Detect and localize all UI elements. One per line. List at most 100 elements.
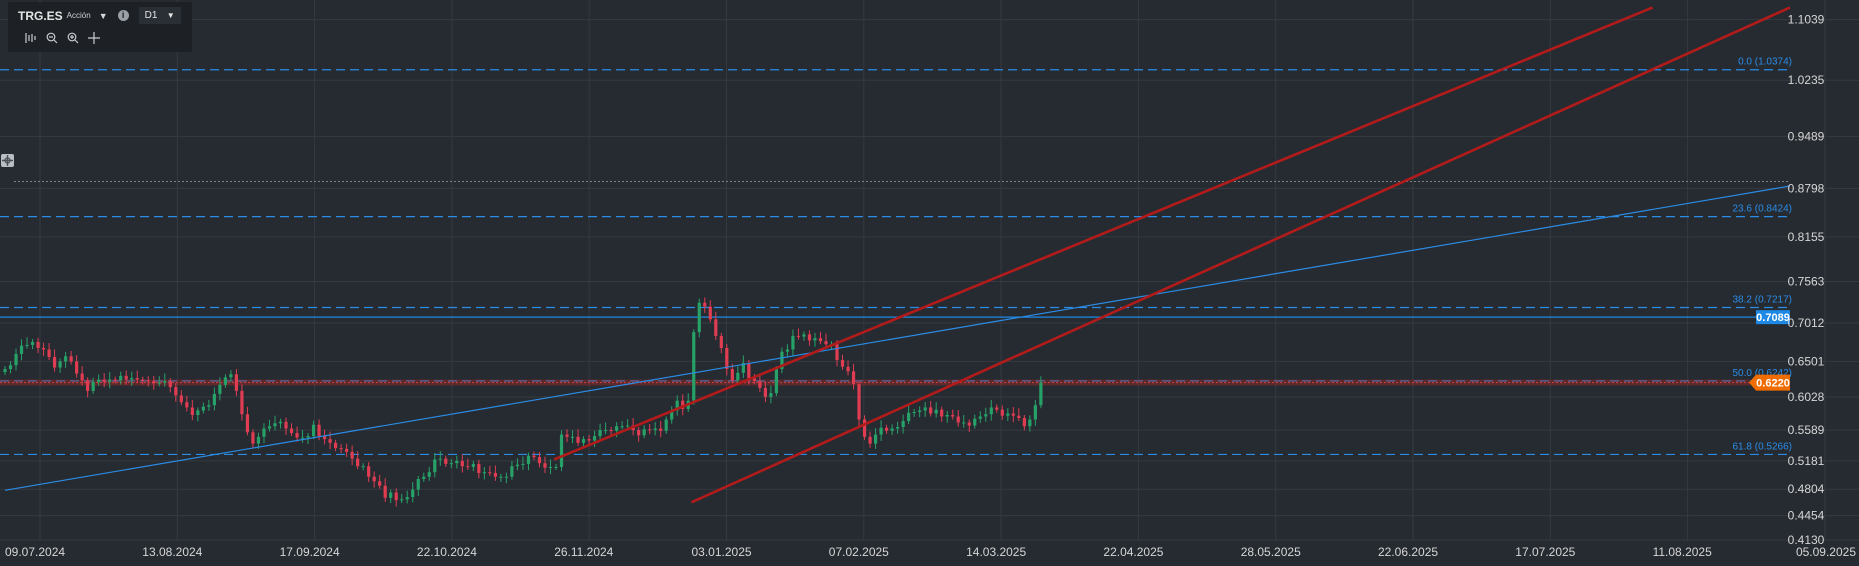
candle-body xyxy=(185,402,189,408)
candle-body xyxy=(609,430,613,432)
bullish-candle xyxy=(934,402,938,418)
candle-body xyxy=(378,481,382,486)
candle-body xyxy=(383,485,387,498)
bearish-candle xyxy=(714,311,718,341)
candle-body xyxy=(510,466,514,477)
x-tick-label: 09.07.2024 xyxy=(5,545,65,559)
bullish-candle xyxy=(521,456,525,470)
zoom-in-icon[interactable] xyxy=(64,30,82,46)
candle-body xyxy=(1000,409,1004,416)
bearish-candle xyxy=(41,342,46,356)
candle-body xyxy=(64,356,68,362)
bullish-candle xyxy=(14,348,18,371)
blue-trend-line xyxy=(4,185,1791,491)
candle-body xyxy=(681,400,685,409)
candle-body xyxy=(289,428,294,434)
current-price-tag xyxy=(1749,374,1790,391)
candle-body xyxy=(146,380,150,382)
candle-body xyxy=(493,472,497,477)
candle-body xyxy=(626,425,630,427)
candle-body xyxy=(548,466,553,468)
bullish-candle xyxy=(130,371,134,386)
x-tick-label: 22.04.2025 xyxy=(1103,545,1163,559)
candle-body xyxy=(1006,413,1010,416)
candle-body xyxy=(201,406,205,411)
candle-body xyxy=(119,375,123,381)
candle-body xyxy=(659,428,663,431)
x-tick-label: 22.06.2025 xyxy=(1378,545,1438,559)
candle-body xyxy=(929,407,933,414)
timeframe-select[interactable]: D1 ▼ xyxy=(138,7,181,24)
candle-body xyxy=(488,472,492,474)
bullish-candle xyxy=(978,411,982,423)
candle-body xyxy=(840,360,845,367)
candle-body xyxy=(995,407,999,410)
bullish-candle xyxy=(873,428,878,449)
trend-lines xyxy=(4,6,1791,504)
candle-body xyxy=(526,455,531,464)
bullish-candle xyxy=(256,432,261,449)
bullish-candle xyxy=(736,366,740,385)
y-tick-label: 0.6501 xyxy=(1788,354,1825,368)
candle-body xyxy=(785,349,790,352)
candle-body xyxy=(1017,415,1021,418)
bearish-candle xyxy=(637,427,641,442)
candle-body xyxy=(389,492,393,498)
bullish-candle xyxy=(918,406,922,418)
candle-body xyxy=(1011,413,1015,416)
y-tick-label: 0.7012 xyxy=(1788,316,1825,330)
candle-body xyxy=(620,426,624,428)
candle-body xyxy=(262,428,266,437)
horizontal-level-tag-label: 0.7089 xyxy=(1756,312,1790,324)
candle-body xyxy=(521,463,525,465)
candle-body xyxy=(411,489,415,498)
crosshair-icon[interactable] xyxy=(85,30,103,46)
symbol-dropdown-icon[interactable]: ▼ xyxy=(98,10,108,21)
bullish-candle xyxy=(620,421,624,430)
symbol-label[interactable]: TRG.ES xyxy=(18,8,63,23)
candle-body xyxy=(135,378,139,380)
bullish-candle xyxy=(1006,408,1010,422)
candle-body xyxy=(791,335,795,350)
drag-handle-icon[interactable] xyxy=(1,154,14,167)
auto-fit-icon[interactable] xyxy=(22,30,40,46)
bearish-candle xyxy=(52,349,57,372)
instrument-type-label: Acción xyxy=(66,11,91,20)
candle-body xyxy=(240,390,244,415)
candle-body xyxy=(179,395,183,403)
bullish-candle xyxy=(907,405,911,425)
candle-body xyxy=(69,356,73,362)
candle-body xyxy=(218,384,222,394)
candle-body xyxy=(91,381,95,391)
x-tick-label: 14.03.2025 xyxy=(966,545,1026,559)
candle-body xyxy=(1028,419,1032,427)
bearish-candle xyxy=(477,459,481,479)
bearish-candle xyxy=(752,373,756,385)
candle-body xyxy=(962,422,966,424)
bearish-candle xyxy=(339,443,343,454)
zoom-out-icon[interactable] xyxy=(43,30,61,46)
info-icon[interactable]: i xyxy=(117,10,129,21)
candle-body xyxy=(736,372,740,381)
candle-body xyxy=(345,448,349,452)
candle-body xyxy=(725,347,729,370)
bearish-candle xyxy=(102,373,106,388)
bullish-candle xyxy=(361,463,365,471)
channel-lower-line xyxy=(690,6,1791,504)
candle-body xyxy=(482,472,486,474)
candle-body xyxy=(984,414,988,417)
bearish-candle xyxy=(929,401,933,417)
candle-body xyxy=(295,433,299,438)
bearish-candle xyxy=(466,458,470,470)
y-tick-label: 0.4130 xyxy=(1788,533,1825,547)
candle-body xyxy=(251,432,255,444)
candle-body xyxy=(642,429,646,436)
candle-body xyxy=(752,378,756,382)
bullish-candle xyxy=(1033,399,1037,426)
bullish-candle xyxy=(422,472,426,483)
candle-body xyxy=(229,374,233,378)
bullish-candle xyxy=(769,385,773,404)
candle-body xyxy=(278,421,283,424)
